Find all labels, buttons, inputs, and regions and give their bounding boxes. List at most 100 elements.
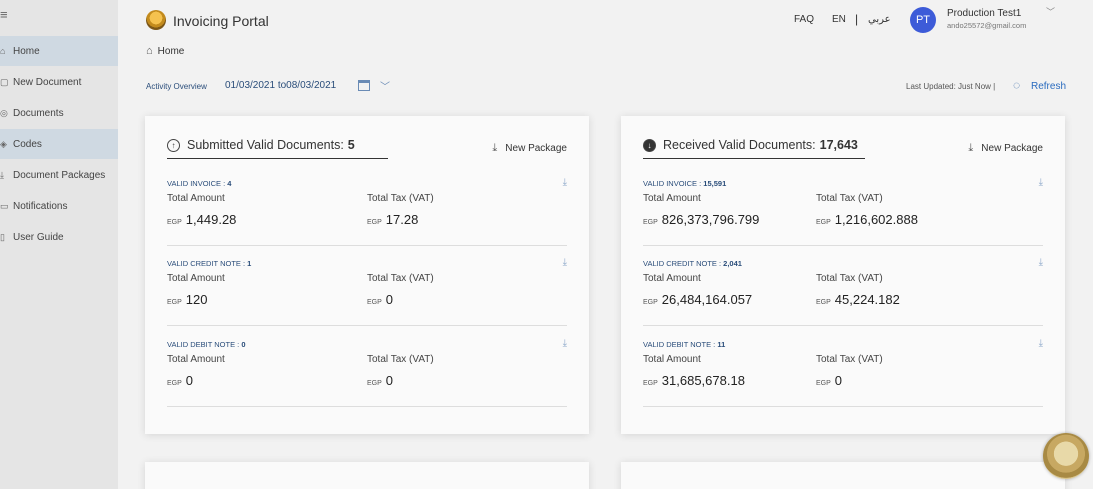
codes-icon: ◈ [0, 138, 7, 149]
chevron-down-icon[interactable]: ﹀ [1046, 7, 1056, 17]
seal-logo-icon [1043, 433, 1089, 479]
section-count: 11 [717, 340, 726, 349]
section-divider [643, 245, 1043, 246]
calendar-icon[interactable] [358, 80, 370, 91]
sidebar-item-label: User Guide [13, 231, 64, 243]
lower-left-card [145, 462, 589, 489]
date-range-value[interactable]: 01/03/2021 to08/03/2021 [225, 80, 337, 91]
portal-logo-icon[interactable] [146, 10, 166, 30]
sidebar-item-documents[interactable]: ◎ Documents [0, 98, 118, 128]
new-package-button[interactable]: ⤓ New Package [968, 142, 1043, 155]
total-tax-value: EGP 1,216,602.888 [816, 212, 918, 227]
download-icon[interactable]: ⤓ [1038, 338, 1043, 349]
total-tax-value: EGP 45,224.182 [816, 292, 900, 307]
new-document-icon: ▢ [0, 76, 9, 87]
total-amount-value: EGP 31,685,678.18 [643, 373, 745, 388]
section-title[interactable]: VALID CREDIT NOTE : 1 [167, 259, 252, 268]
download-icon: ⤓ [0, 169, 4, 180]
total-tax-value: EGP 0 [816, 373, 843, 388]
new-package-label: New Package [981, 143, 1043, 154]
total-amount-value: EGP 0 [167, 373, 194, 388]
user-guide-icon: ▯ [0, 231, 5, 242]
section-divider [167, 245, 567, 246]
sidebar-item-label: New Document [13, 76, 82, 88]
sidebar-item-document-packages[interactable]: ⤓ Document Packages [0, 160, 118, 190]
main-content: Invoicing Portal FAQ EN | عربي PT Produc… [118, 0, 1093, 489]
section-divider [643, 406, 1043, 407]
avatar[interactable]: PT [910, 7, 936, 33]
total-amount-label: Total Amount [643, 273, 701, 284]
received-documents-card: ↓ Received Valid Documents: 17,643 ⤓ New… [621, 116, 1065, 434]
section-count: 2,041 [723, 259, 742, 268]
total-amount-value: EGP 120 [167, 292, 208, 307]
download-icon[interactable]: ⤓ [562, 338, 567, 349]
total-tax-label: Total Tax (VAT) [816, 354, 883, 365]
user-email: ando25572@gmail.com [947, 21, 1027, 30]
sidebar-item-label: Home [13, 45, 40, 57]
language-ar-link[interactable]: عربي [868, 14, 891, 25]
sidebar-item-label: Document Packages [13, 169, 106, 181]
section-title[interactable]: VALID DEBIT NOTE : 11 [643, 340, 726, 349]
total-tax-label: Total Tax (VAT) [367, 273, 434, 284]
total-amount-label: Total Amount [167, 354, 225, 365]
card-header: ↑ Submitted Valid Documents: 5 [167, 138, 355, 152]
card-count: 17,643 [819, 138, 858, 152]
total-tax-value: EGP 17.28 [367, 212, 419, 227]
total-amount-label: Total Amount [167, 273, 225, 284]
language-en-link[interactable]: EN [832, 14, 846, 25]
total-amount-value: EGP 26,484,164.057 [643, 292, 753, 307]
sidebar-item-codes[interactable]: ◈ Codes [0, 129, 118, 159]
refresh-link[interactable]: Refresh [1031, 81, 1067, 92]
new-package-button[interactable]: ⤓ New Package [492, 142, 567, 155]
section-count: 15,591 [703, 179, 727, 188]
documents-icon: ◎ [0, 107, 8, 118]
faq-link[interactable]: FAQ [794, 14, 815, 25]
section-count: 0 [241, 340, 246, 349]
section-title[interactable]: VALID CREDIT NOTE : 2,041 [643, 259, 742, 268]
sidebar-item-new-document[interactable]: ▢ New Document [0, 67, 118, 97]
chevron-down-icon[interactable]: ﹀ [380, 82, 390, 93]
hamburger-menu-icon[interactable]: ≡ [0, 7, 8, 22]
total-amount-label: Total Amount [643, 354, 701, 365]
submitted-documents-card: ↑ Submitted Valid Documents: 5 ⤓ New Pac… [145, 116, 589, 434]
section-divider [167, 325, 567, 326]
sidebar-item-home[interactable]: ⌂ Home [0, 36, 118, 66]
language-separator: | [855, 12, 859, 26]
total-amount-value: EGP 1,449.28 [167, 212, 237, 227]
breadcrumb-home[interactable]: Home [157, 45, 185, 57]
header-underline [643, 158, 865, 159]
download-icon: ⤓ [492, 142, 498, 154]
total-tax-label: Total Tax (VAT) [816, 193, 883, 204]
card-title: Received Valid Documents: [663, 138, 816, 152]
download-icon[interactable]: ⤓ [1038, 177, 1043, 188]
total-tax-label: Total Tax (VAT) [367, 193, 434, 204]
home-icon: ⌂ [0, 46, 6, 56]
section-divider [167, 406, 567, 407]
total-tax-value: EGP 0 [367, 292, 394, 307]
sidebar-item-notifications[interactable]: ▭ Notifications [0, 191, 118, 221]
notifications-icon: ▭ [0, 200, 9, 211]
download-icon[interactable]: ⤓ [1038, 257, 1043, 268]
total-amount-label: Total Amount [167, 193, 225, 204]
user-name[interactable]: Production Test1 [947, 8, 1022, 19]
last-updated-text: Last Updated: Just Now | [906, 82, 996, 91]
home-icon[interactable]: ⌂ [146, 45, 153, 57]
card-count: 5 [347, 138, 355, 152]
activity-overview-label: Activity Overview [146, 82, 207, 91]
new-package-label: New Package [505, 143, 567, 154]
upload-arrow-icon: ↑ [167, 138, 180, 152]
download-icon[interactable]: ⤓ [562, 257, 567, 268]
download-icon[interactable]: ⤓ [562, 177, 567, 188]
refresh-icon[interactable]: ◌ [1013, 78, 1021, 92]
top-bar: Invoicing Portal FAQ EN | عربي PT Produc… [118, 0, 1093, 38]
sidebar-item-user-guide[interactable]: ▯ User Guide [0, 222, 118, 252]
download-icon: ⤓ [968, 142, 974, 154]
section-title[interactable]: VALID INVOICE : 4 [167, 179, 232, 188]
section-title[interactable]: VALID DEBIT NOTE : 0 [167, 340, 246, 349]
total-tax-label: Total Tax (VAT) [816, 273, 883, 284]
sidebar-item-label: Codes [13, 138, 42, 150]
lower-right-card [621, 462, 1065, 489]
section-title[interactable]: VALID INVOICE : 15,591 [643, 179, 727, 188]
section-count: 4 [227, 179, 232, 188]
sidebar-item-label: Notifications [13, 200, 68, 212]
